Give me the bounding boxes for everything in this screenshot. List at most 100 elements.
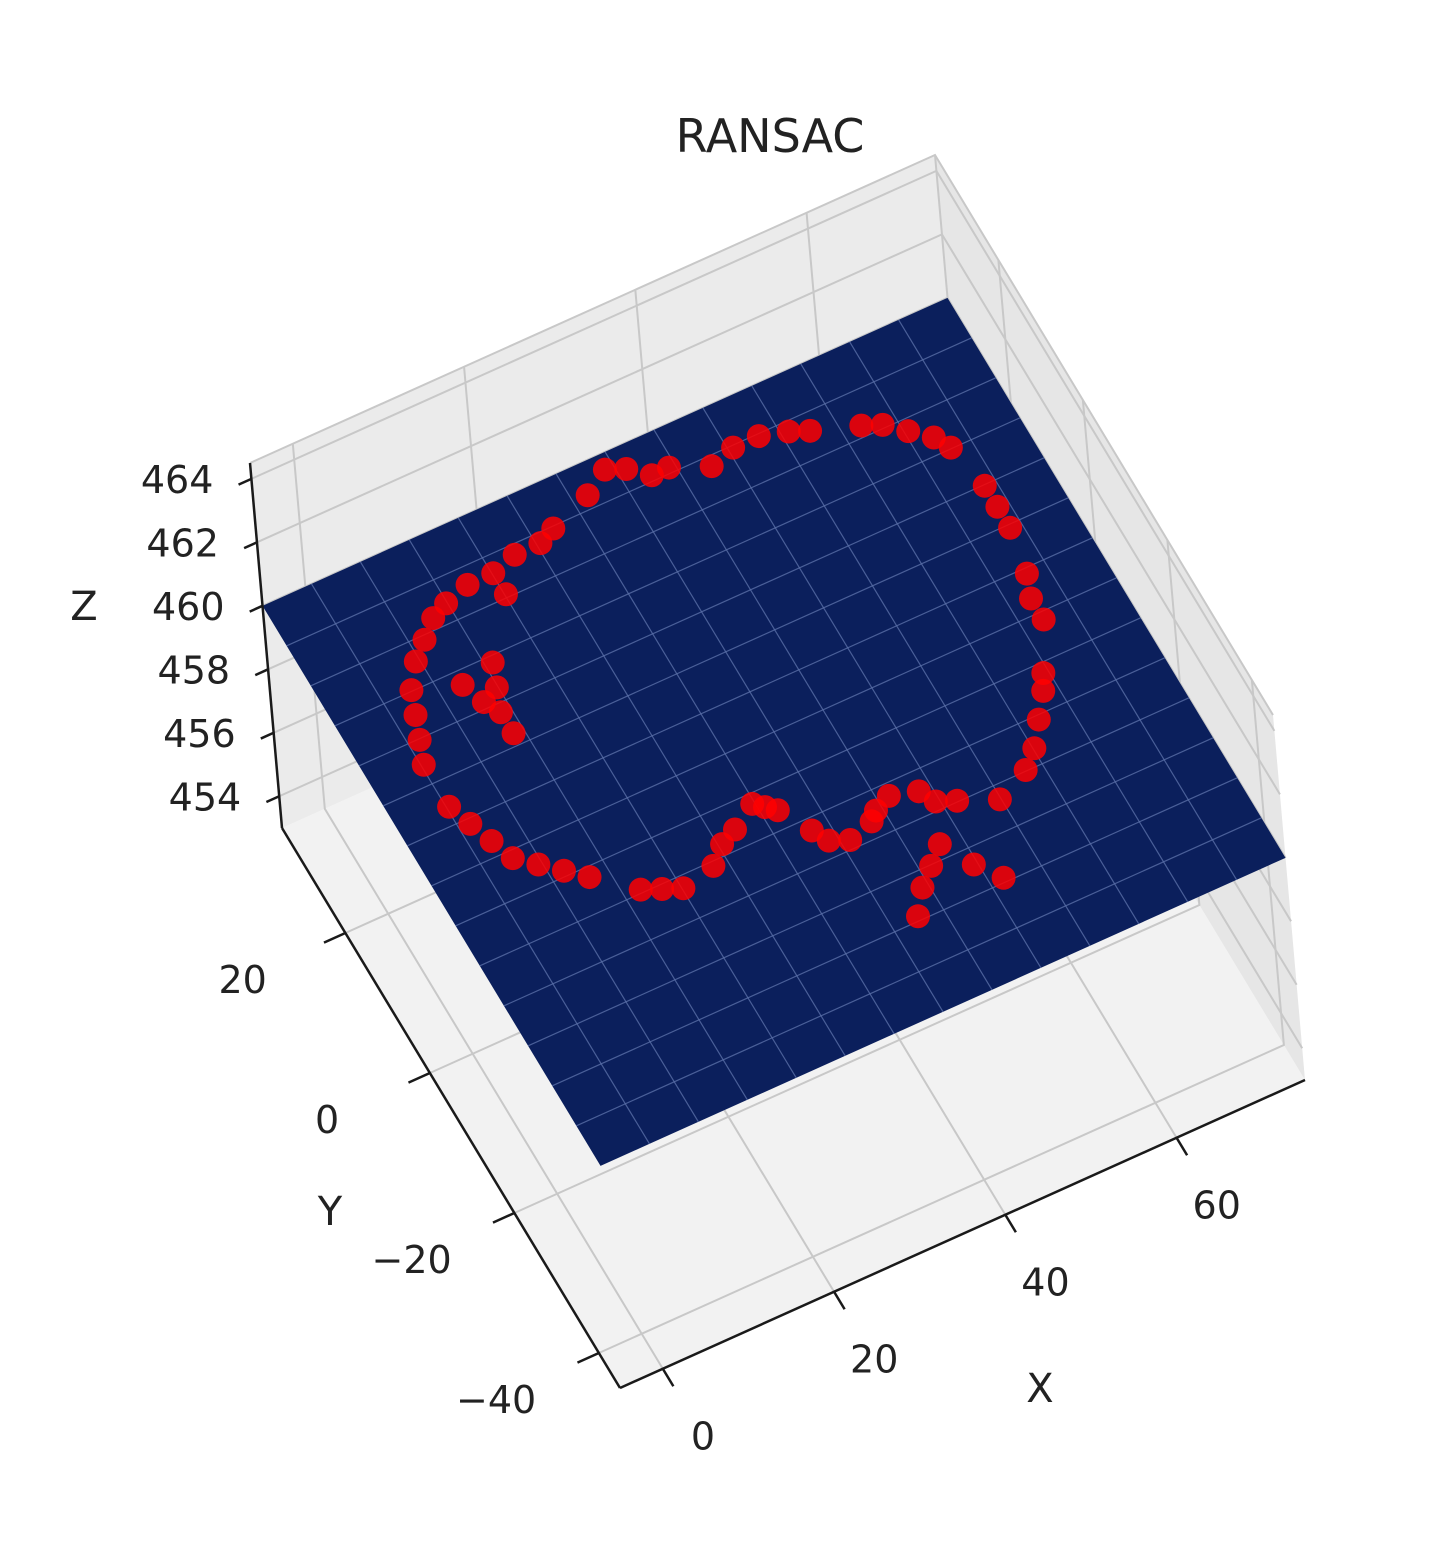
- scatter-point: [906, 904, 931, 929]
- scatter-point: [501, 721, 526, 746]
- scatter-point: [921, 425, 946, 450]
- chart-title: RANSAC: [676, 109, 865, 163]
- scatter-point: [838, 827, 863, 852]
- scatter-point: [776, 419, 801, 444]
- y-tick-label: 20: [218, 958, 266, 1002]
- scatter-point: [575, 483, 600, 508]
- plane-mesh-line: [898, 319, 1238, 881]
- scatter-point: [411, 752, 436, 777]
- scatter-point: [403, 649, 428, 674]
- scatter-point: [1031, 678, 1056, 703]
- scatter-point: [493, 582, 518, 607]
- z-tick-label: 462: [146, 521, 219, 565]
- z-tick-mark: [265, 795, 280, 804]
- x-tick-label: 0: [691, 1414, 715, 1458]
- x-tick-label: 20: [850, 1337, 898, 1381]
- axis-ticks: 0 20 40 60 −40 −20 0 20 454 456 458 460 462 464: [141, 458, 1241, 1458]
- scatter-point: [701, 853, 726, 878]
- scatter-point: [710, 832, 735, 857]
- scatter-point: [399, 678, 424, 703]
- y-tick-mark: [407, 1071, 431, 1084]
- scatter-point: [412, 627, 437, 652]
- z-tick-mark: [260, 731, 275, 740]
- scatter-point: [849, 413, 874, 438]
- scatter-point: [1031, 661, 1056, 686]
- x-tick-mark: [832, 1291, 846, 1310]
- scatter-point: [480, 650, 505, 675]
- scatter-point: [746, 424, 771, 449]
- scatter-point: [614, 456, 639, 481]
- z-tick-mark: [249, 604, 264, 613]
- plane-mesh-line: [751, 385, 1091, 947]
- plane-mesh-line: [800, 363, 1140, 925]
- z-axis-label: Z: [70, 584, 97, 630]
- plane-mesh-line: [407, 537, 1093, 847]
- y-tick-label: −40: [456, 1378, 536, 1422]
- scatter-point: [671, 876, 696, 901]
- plane-mesh-line: [702, 407, 1042, 969]
- scatter-point: [484, 675, 509, 700]
- scatter-point: [753, 795, 778, 820]
- scatter-point: [699, 454, 724, 479]
- scatter-point: [945, 788, 970, 813]
- y-tick-label: −20: [372, 1238, 452, 1282]
- scatter-point: [481, 561, 506, 586]
- y-tick-mark: [576, 1351, 600, 1364]
- scatter-point: [458, 811, 483, 836]
- z-tick-mark: [254, 668, 269, 677]
- y-axis-label: Y: [317, 1189, 343, 1235]
- z-tick-label: 454: [169, 775, 242, 819]
- plane-mesh-line: [431, 577, 1117, 887]
- x-tick-label: 40: [1021, 1260, 1069, 1304]
- scatter-point: [798, 418, 823, 443]
- y-tick-mark: [323, 931, 346, 944]
- scatter-point: [991, 865, 1016, 890]
- scatter-point: [502, 542, 527, 567]
- scatter-point: [1026, 707, 1051, 732]
- scatter-point: [1013, 757, 1038, 782]
- x-gridline: [291, 443, 664, 1370]
- y-tick-label: 0: [315, 1098, 339, 1142]
- inlier-points: [399, 412, 1056, 929]
- scatter-point: [919, 853, 944, 878]
- scatter-point: [434, 591, 459, 616]
- scatter-point: [526, 852, 551, 877]
- scatter-point: [1019, 586, 1044, 611]
- scatter-point: [628, 877, 653, 902]
- plane-mesh-line: [382, 497, 1069, 807]
- plane-mesh-line: [358, 457, 1045, 767]
- scatter-point: [987, 787, 1012, 812]
- plane-mesh-line: [653, 429, 993, 991]
- z-tick-mark: [243, 541, 258, 550]
- plane-mesh-line: [334, 417, 1021, 727]
- scatter-point: [488, 700, 513, 725]
- axis-lines: [248, 462, 1306, 1390]
- z-tick-label: 458: [158, 648, 231, 692]
- z-tick-label: 456: [163, 712, 236, 756]
- scatter-point: [479, 829, 504, 854]
- x-axis-line: [619, 1078, 1306, 1390]
- scatter-point: [923, 789, 948, 814]
- scatter-point: [1031, 607, 1056, 632]
- scatter-point: [592, 457, 617, 482]
- x-tick-mark: [661, 1368, 675, 1387]
- scatter-point: [500, 846, 525, 871]
- y-axis-line: [280, 827, 622, 1389]
- scatter-point: [927, 832, 952, 857]
- scatter-point: [985, 494, 1010, 519]
- z-tick-mark: [238, 477, 252, 486]
- scatter-point: [816, 828, 841, 853]
- scatter-point: [650, 876, 675, 901]
- scatter-point: [450, 672, 475, 697]
- scatter-point: [1022, 736, 1047, 761]
- y-gridline: [598, 679, 1285, 1354]
- scatter-point: [528, 531, 553, 556]
- x-axis-label: X: [1026, 1366, 1053, 1412]
- y-gridline: [513, 539, 1201, 1214]
- scatter-point: [721, 435, 746, 460]
- scatter-point: [551, 858, 576, 883]
- scatter-point: [972, 473, 997, 498]
- x-tick-mark: [1004, 1214, 1017, 1233]
- scatter-point: [656, 455, 681, 480]
